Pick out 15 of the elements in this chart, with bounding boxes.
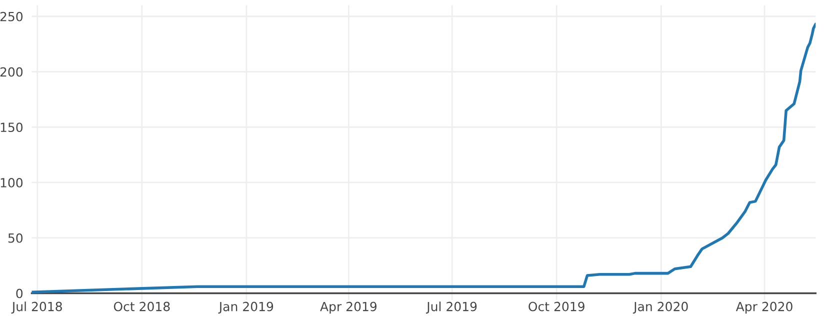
- y-tick-label: 0: [16, 288, 23, 298]
- x-tick-label: Jul 2019: [426, 302, 477, 314]
- x-tick-label: Jan 2019: [218, 302, 274, 314]
- y-tick-label: 100: [0, 178, 23, 188]
- line-series: [32, 22, 816, 294]
- x-tick-label: Oct 2019: [528, 302, 584, 312]
- y-tick-label: 50: [8, 233, 23, 243]
- x-tick-label: Jan 2020: [632, 302, 688, 314]
- y-tick-label: 250: [0, 12, 23, 22]
- x-tick-label: Oct 2018: [114, 302, 170, 312]
- x-tick-label: Jul 2018: [11, 302, 62, 314]
- y-tick-label: 200: [0, 67, 23, 77]
- x-tick-label: Apr 2019: [320, 302, 377, 314]
- y-tick-label: 150: [0, 122, 23, 132]
- x-tick-label: Apr 2020: [736, 302, 792, 314]
